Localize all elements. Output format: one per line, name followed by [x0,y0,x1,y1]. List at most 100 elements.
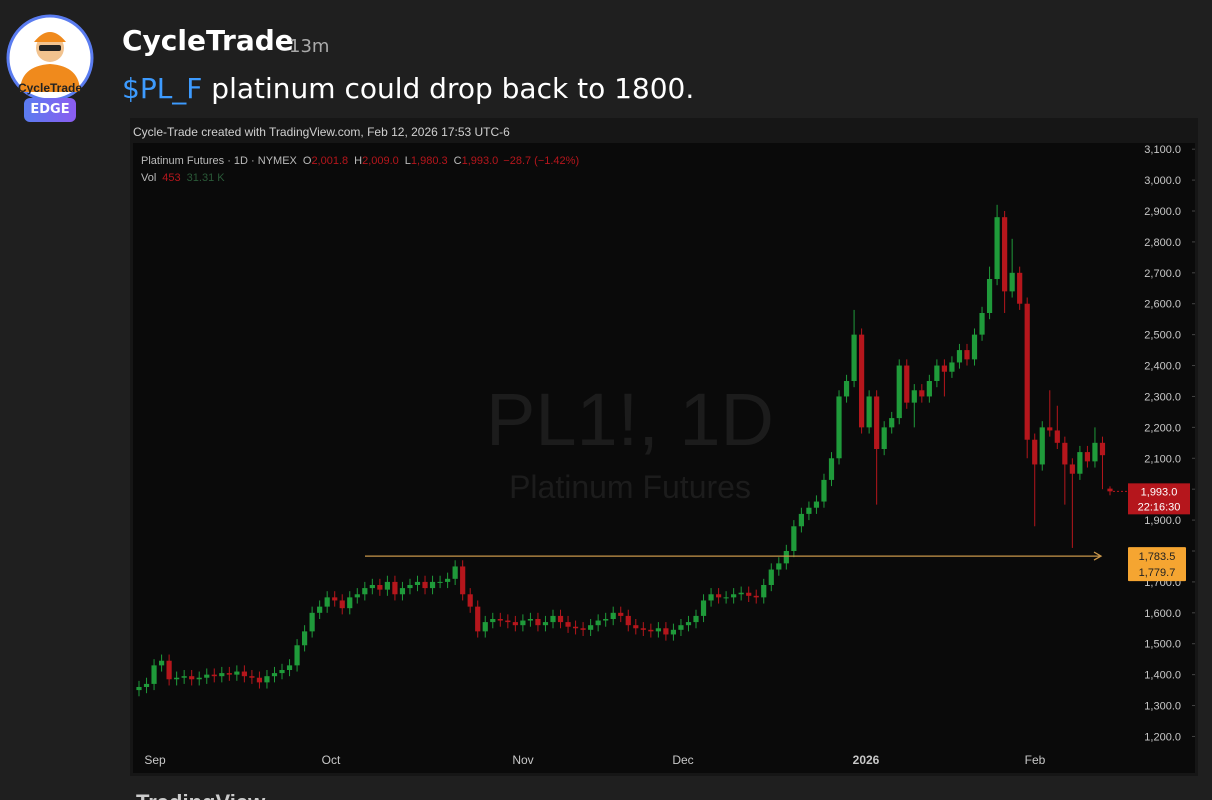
candle-body [670,629,677,635]
candle-body [1077,452,1083,474]
candle-body [294,645,300,666]
candle-body [655,628,661,632]
x-tick-label: 2026 [853,753,880,767]
candle-body [1017,272,1023,304]
candle-body [588,625,594,630]
candle-body [904,365,910,403]
y-tick-label: 2,700.0 [1144,268,1181,280]
y-tick-label: 2,300.0 [1144,391,1181,403]
candle-body [572,626,579,629]
candle-body [497,619,503,621]
countdown: 22:16:30 [1138,501,1181,513]
y-tick-label: 1,400.0 [1144,670,1181,682]
candle-body [949,362,955,372]
volume: 453 [162,172,180,184]
candle-body [234,671,240,675]
plot-area [133,143,1195,773]
candle-body [204,674,210,678]
candle-body [648,629,654,632]
author[interactable]: CycleTrade [122,24,294,57]
candle-body [279,670,285,674]
candle-body [595,620,601,626]
candle-body [633,625,639,629]
candle-body [836,396,842,459]
candle-body [384,581,390,590]
candle-body [362,588,368,595]
candle-body [813,501,820,508]
last-price-badge [1128,483,1190,515]
candle-body [1062,442,1068,465]
candle-body [301,631,308,646]
candle-body [429,581,436,589]
post-body: platinum could drop back to 1800. [202,72,695,105]
candle-body [731,594,737,598]
candle-body [460,566,466,595]
legend-value: 2,009.0 [362,155,399,167]
candle-body [956,350,963,363]
legend-value: 1,980.3 [411,155,448,167]
candle-body [1069,464,1075,474]
chart-header: Cycle-Trade created with TradingView.com… [133,125,510,139]
candle-body [535,619,541,626]
candle-body [437,581,443,583]
candle-body [1039,427,1045,465]
candle-body [821,479,827,502]
candle-body [181,676,187,678]
candle-body [414,581,421,585]
candle-body [219,673,225,677]
avatar-body [20,64,80,92]
candle-body [377,585,383,590]
avatar[interactable]: CycleTrade [6,14,96,104]
footer-logo: TradingView [136,790,266,800]
candle-body [550,615,556,623]
last-price-label: 1,993.0 [1141,486,1178,498]
candle-body [874,396,880,449]
x-tick-label: Feb [1025,753,1046,767]
candle-body [738,592,744,595]
level-label: 1,779.7 [1139,567,1176,579]
chart-frame [130,118,1198,776]
candle-body [678,625,684,630]
y-tick-label: 2,600.0 [1144,299,1181,311]
level-badge [1128,547,1186,582]
candle-body [1009,272,1015,292]
y-tick-label: 1,300.0 [1144,701,1181,713]
candle-body [445,578,451,582]
candle-body [241,671,247,677]
candle-body [505,620,511,623]
candle-body [166,660,172,680]
level-label: 1,783.5 [1139,551,1176,563]
y-tick-label: 3,000.0 [1144,175,1181,187]
candle-body [392,581,398,595]
legend-value: 1,993.0 [462,155,499,167]
candle-body [264,676,270,683]
level-arrow [1093,551,1103,561]
candle-body [603,619,609,621]
candle-body [1092,442,1098,462]
candle-body [685,622,692,626]
candle-body [926,381,932,397]
candle-body [249,676,255,678]
candle-body [151,665,157,684]
y-tick-label: 1,200.0 [1144,731,1181,743]
candle-body [1002,217,1008,292]
candle-body [625,615,631,626]
candle-body [640,628,646,630]
y-tick-label: 2,000.0 [1144,484,1181,496]
candle-body [941,365,948,372]
candle-body [896,365,902,419]
candle-body [332,597,338,601]
candle-body [369,585,375,589]
y-tick-label: 1,600.0 [1144,608,1181,620]
candle-body [399,588,406,595]
x-tick-label: Nov [512,753,533,767]
candle-body [475,606,481,632]
timestamp: 13m [289,36,330,57]
avatar-text: CycleTrade [18,81,82,95]
candle-body [309,612,315,632]
candle-body [919,390,925,397]
x-tick-label: Dec [672,753,693,767]
candle-body [136,687,142,691]
candle-body [693,615,699,623]
ticker-link[interactable]: $PL_F [122,72,203,105]
